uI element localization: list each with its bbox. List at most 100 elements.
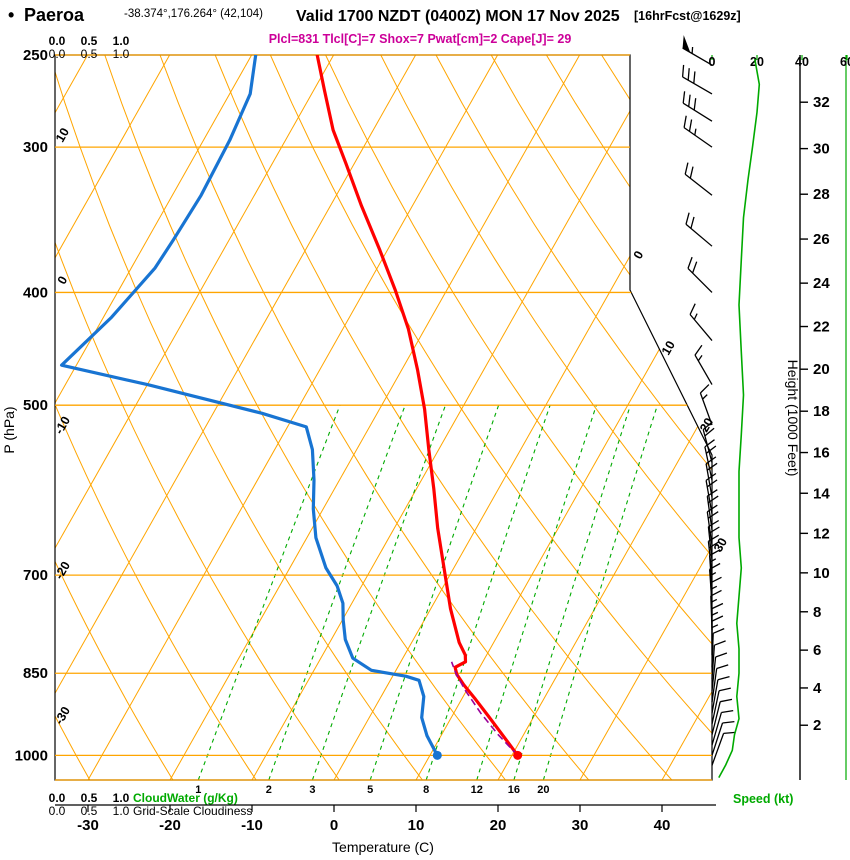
wind-barb-full <box>706 462 718 471</box>
isotherm-line <box>55 55 171 780</box>
wind-barb-staff <box>711 679 719 714</box>
wind-barb-full <box>708 541 720 549</box>
height-tick-label: 2 <box>813 717 821 734</box>
speed-tick-label: 40 <box>795 55 809 69</box>
isotherm-label-right: 30 <box>711 535 730 554</box>
cloud-scale-value: 1.0 <box>113 791 130 805</box>
wind-barb-full <box>711 602 724 610</box>
wind-barb-full <box>710 589 722 597</box>
wind-barb-full <box>693 98 697 111</box>
sounding-params: Plcl=831 Tlcl[C]=7 Shox=7 Pwat[cm]=2 Cap… <box>269 32 572 46</box>
wind-barb-staff <box>683 127 713 148</box>
wind-barb-full <box>689 303 696 315</box>
wind-barb-full <box>710 576 722 584</box>
wind-barb-staff <box>711 722 724 756</box>
height-tick-label: 4 <box>813 680 822 697</box>
wind-barb-staff <box>682 76 713 95</box>
mixing-ratio-line <box>268 405 406 780</box>
wind-barb-staff <box>699 392 713 426</box>
height-tick-label: 28 <box>813 186 830 203</box>
isotherm-line <box>55 55 417 780</box>
wind-barb-staff <box>711 690 720 725</box>
wind-barb-full <box>683 115 687 128</box>
wind-barb-full <box>720 698 733 703</box>
dry-adiabat-line <box>159 55 590 780</box>
wind-barb-half <box>711 624 719 629</box>
background-grid <box>55 55 712 780</box>
wind-barb-half <box>710 585 718 590</box>
cloud-scale-value: 1.0 <box>113 47 130 61</box>
cloud-scale-value: 1.0 <box>113 804 130 818</box>
isotherm-line <box>415 55 712 780</box>
wind-barb-half <box>691 46 694 54</box>
dry-adiabat-line <box>55 55 423 780</box>
wind-barb-full <box>694 344 703 356</box>
wind-barb-staff <box>694 354 713 385</box>
speed-tick-label: 20 <box>750 55 764 69</box>
isotherm-label-right: 10 <box>659 338 678 357</box>
cloud-scale-value: 0.5 <box>81 34 98 48</box>
wind-barb-full <box>682 91 686 104</box>
wind-barb-full <box>699 384 710 394</box>
gridscale-cloudiness-label: Grid-Scale Cloudiness <box>133 804 252 818</box>
wind-barb-full <box>689 166 694 179</box>
temperature-tick-label: 0 <box>330 817 338 834</box>
height-tick-label: 22 <box>813 319 830 336</box>
wind-barb-full <box>685 212 690 225</box>
wind-barb-staff <box>702 429 713 463</box>
dry-adiabat-line <box>545 55 712 780</box>
pressure-tick-label: 250 <box>23 47 48 64</box>
mixing-ratio-line <box>311 405 447 780</box>
wind-barb-full <box>714 640 726 646</box>
wind-barb-full <box>705 445 717 454</box>
wind-barb-staff <box>684 173 713 196</box>
height-tick-label: 16 <box>813 445 830 462</box>
pressure-tick-label: 700 <box>23 567 48 584</box>
dry-adiabat-line <box>490 55 712 780</box>
wind-barb-full <box>716 664 729 670</box>
dry-adiabat-line <box>55 55 174 780</box>
wind-barb-full <box>717 675 730 681</box>
isotherm-line <box>55 55 253 780</box>
wind-barb-half <box>697 355 703 362</box>
wind-barb-staff <box>685 223 713 247</box>
cloud-scale-value: 1.0 <box>113 34 130 48</box>
isotherm-line <box>251 55 663 780</box>
wind-barb-staff <box>708 555 713 590</box>
height-axis-title: Height (1000 Feet) <box>785 360 801 477</box>
cloud-scale-value: 0.0 <box>49 34 66 48</box>
mixing-ratio-label: 16 <box>508 784 520 796</box>
wind-speed-curve <box>718 58 761 778</box>
wind-barb-full <box>707 511 719 519</box>
dry-adiabat-line <box>325 55 712 780</box>
dry-adiabat-line <box>55 55 340 780</box>
height-tick-label: 10 <box>813 565 830 582</box>
wind-barb-half <box>694 128 697 136</box>
mixing-ratio-line <box>476 405 597 780</box>
forecast-tag: [16hrFcst@1629z] <box>634 9 741 23</box>
isotherm-label-right: 0 <box>631 248 647 261</box>
temperature-tick-label: -20 <box>159 817 181 834</box>
isotherm-line <box>333 55 712 780</box>
cloud-scale-value: 0.5 <box>81 804 98 818</box>
wind-barb-full <box>705 472 717 481</box>
cloud-scale-value: 0.0 <box>49 791 66 805</box>
wind-barb-full <box>684 162 689 175</box>
speed-tick-label: 0 <box>709 55 716 69</box>
mixing-ratio-label: 5 <box>367 784 373 796</box>
wind-barb-full <box>706 504 718 513</box>
wind-barb-staff <box>705 480 713 514</box>
wind-barb-staff <box>705 463 713 498</box>
temperature-tick-label: 20 <box>490 817 507 834</box>
mixing-ratio-label: 20 <box>537 784 549 796</box>
wind-barb-full <box>702 421 713 431</box>
height-tick-label: 30 <box>813 141 830 158</box>
wind-barb-staff <box>711 645 716 680</box>
wind-barb-full <box>722 720 735 724</box>
wind-barb-staff <box>711 733 725 766</box>
wind-barb-full <box>708 519 720 528</box>
wind-barb-half <box>711 611 719 616</box>
cloud-scale-value: 0.0 <box>49 804 66 818</box>
wind-barb-full <box>711 615 724 622</box>
mixing-ratio-line <box>197 405 341 780</box>
